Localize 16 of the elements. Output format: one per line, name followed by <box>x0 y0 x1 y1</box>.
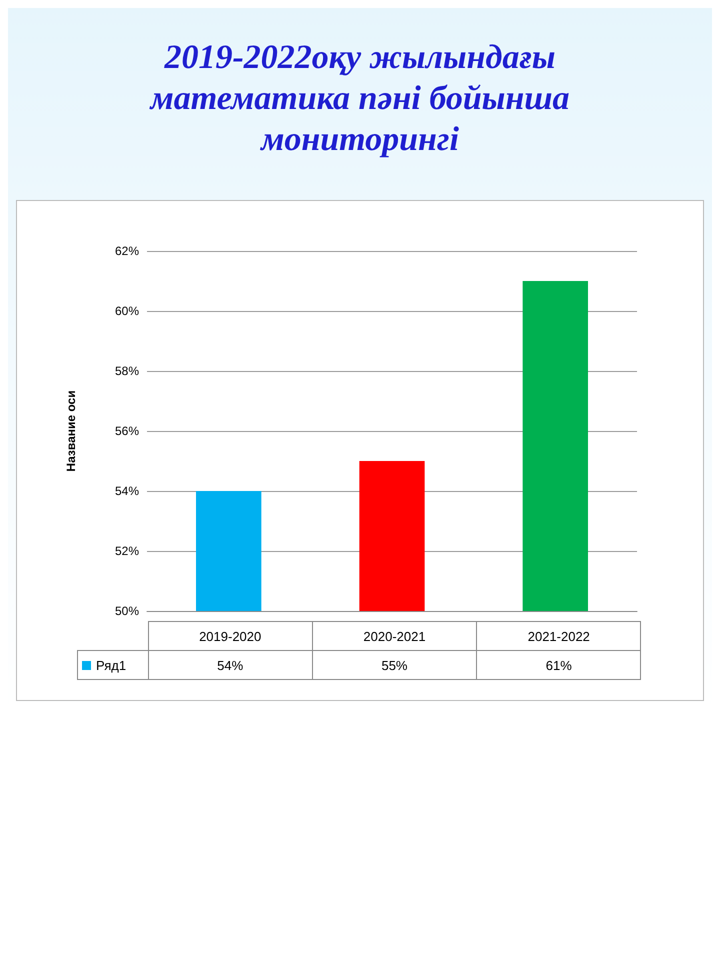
data-label: 55% <box>312 650 477 680</box>
y-tick-label: 50% <box>114 604 140 618</box>
legend-label: Ряд1 <box>78 650 148 680</box>
data-label: 54% <box>148 650 312 680</box>
y-tick-label: 60% <box>114 304 140 318</box>
x-tick-label: 2021-2022 <box>476 622 641 651</box>
x-tick-label: 2019-2020 <box>148 622 312 651</box>
chart-title: 2019-2022оқу жылындағы математика пәні бойынша мониторингі <box>148 38 571 160</box>
y-tick-label: 62% <box>114 244 140 258</box>
y-tick-label: 56% <box>114 424 140 438</box>
data-label: 61% <box>476 650 641 680</box>
y-tick-label: 52% <box>114 544 140 558</box>
y-tick-label: 54% <box>114 484 140 498</box>
x-tick-label: 2020-2021 <box>312 622 477 651</box>
y-axis-title: Название оси <box>64 390 78 472</box>
y-tick-label: 58% <box>114 364 140 378</box>
